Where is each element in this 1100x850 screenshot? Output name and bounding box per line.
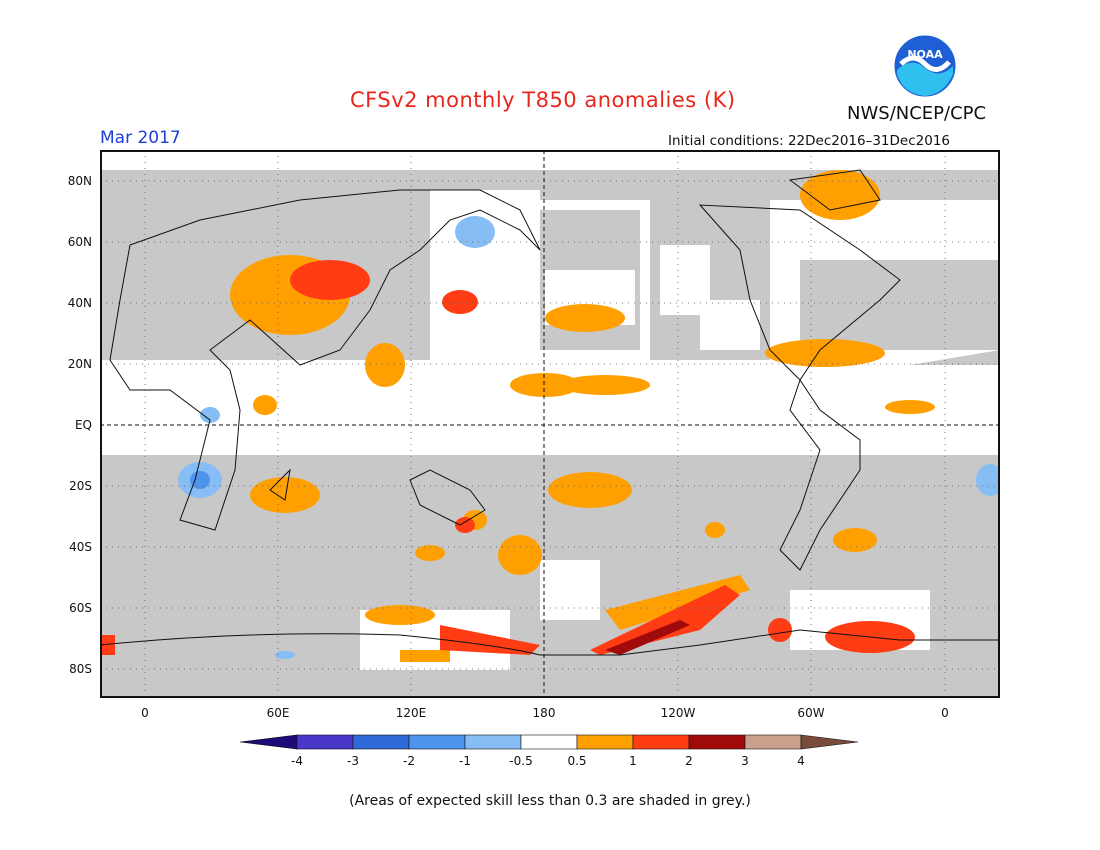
anomaly-blue <box>178 216 1000 659</box>
colorbar-label: -3 <box>347 754 359 768</box>
lon-label: 60E <box>266 706 290 720</box>
colorbar-box <box>632 734 690 750</box>
lat-label: 80S <box>69 662 92 676</box>
lat-label: EQ <box>74 418 92 432</box>
colorbar-label: 2 <box>685 754 693 768</box>
noaa-logo: NOAA <box>893 34 957 98</box>
colorbar-label: 4 <box>797 754 805 768</box>
colorbar-box <box>296 734 354 750</box>
colorbar-label: 3 <box>741 754 749 768</box>
forecast-month: Mar 2017 <box>100 128 181 148</box>
colorbar-label: 1 <box>629 754 637 768</box>
colorbar-box <box>408 734 466 750</box>
organization-label: NWS/NCEP/CPC <box>847 103 987 124</box>
lon-label: 180 <box>532 706 556 720</box>
lat-label: 40S <box>69 540 92 554</box>
skill-note: (Areas of expected skill less than 0.3 a… <box>349 793 751 809</box>
lon-gridlines <box>144 150 946 698</box>
colorbar-label: -2 <box>403 754 415 768</box>
lon-label: 0 <box>141 706 149 720</box>
colorbar-label: -0.5 <box>509 754 533 768</box>
colorbar <box>240 734 859 750</box>
lat-label: 20S <box>69 479 92 493</box>
lon-label: 60W <box>797 706 825 720</box>
lon-label: 120E <box>395 706 427 720</box>
colorbar-box <box>352 734 410 750</box>
colorbar-box <box>520 734 578 750</box>
lat-label: 60S <box>69 601 92 615</box>
colorbar-label: -1 <box>459 754 471 768</box>
colorbar-end-low <box>240 734 298 750</box>
lat-label: 80N <box>67 174 92 188</box>
lat-label: 20N <box>67 357 92 371</box>
lat-label: 40N <box>67 296 92 310</box>
coastlines <box>100 169 1000 656</box>
colorbar-box <box>744 734 802 750</box>
colorbar-end-high <box>800 734 859 750</box>
colorbar-label: 0.5 <box>567 754 587 768</box>
colorbar-label: -4 <box>291 754 303 768</box>
anomaly-orange <box>230 170 935 662</box>
logo-text: NOAA <box>907 48 943 61</box>
lon-label: 0 <box>941 706 949 720</box>
colorbar-box <box>464 734 522 750</box>
anomaly-map <box>100 150 1000 698</box>
lon-label: 120W <box>660 706 696 720</box>
lat-label: 60N <box>67 235 92 249</box>
lat-gridlines <box>100 180 1000 670</box>
initial-conditions: Initial conditions: 22Dec2016–31Dec2016 <box>668 133 951 149</box>
colorbar-box <box>576 734 634 750</box>
anomaly-darkred <box>605 620 690 655</box>
map-title: CFSv2 monthly T850 anomalies (K) <box>350 88 736 112</box>
colorbar-box <box>688 734 746 750</box>
